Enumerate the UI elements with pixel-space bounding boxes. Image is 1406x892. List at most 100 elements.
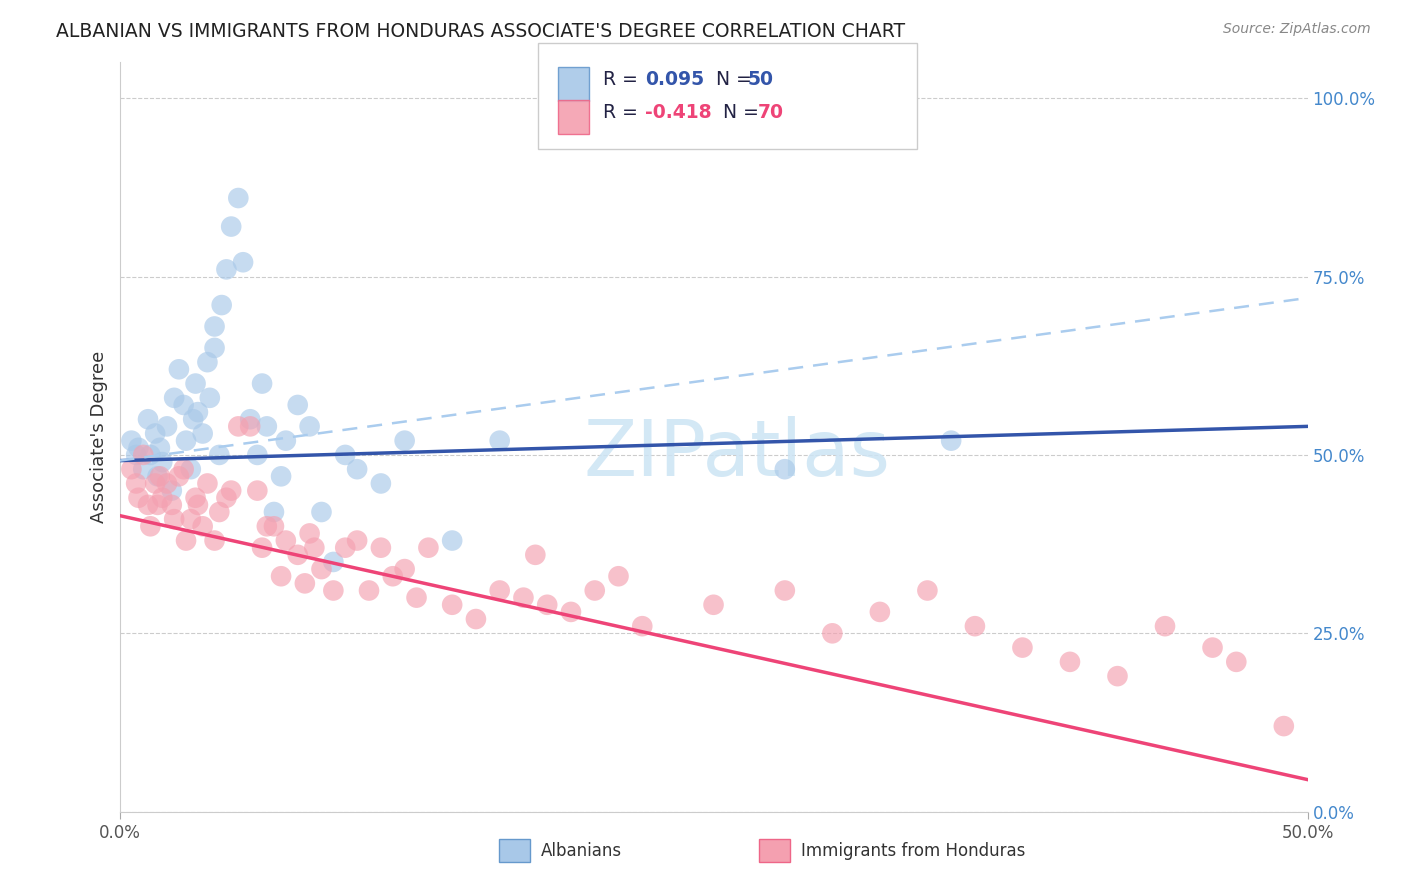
- Point: [180, 462, 202, 476]
- Point: [370, 476, 392, 491]
- Point: [120, 434, 142, 448]
- Point: [287, 398, 309, 412]
- Point: [1154, 619, 1177, 633]
- Point: [346, 462, 368, 476]
- Point: [146, 469, 169, 483]
- Point: [191, 519, 214, 533]
- Point: [270, 569, 292, 583]
- Point: [488, 434, 510, 448]
- Point: [394, 434, 416, 448]
- Text: 0.095: 0.095: [645, 70, 704, 89]
- Point: [146, 498, 169, 512]
- Point: [143, 426, 166, 441]
- Point: [198, 391, 221, 405]
- Point: [405, 591, 427, 605]
- Point: [441, 598, 464, 612]
- Point: [464, 612, 488, 626]
- Text: -0.418: -0.418: [645, 103, 711, 122]
- Point: [1272, 719, 1295, 733]
- Point: [821, 626, 844, 640]
- Point: [256, 519, 278, 533]
- Point: [128, 441, 150, 455]
- Point: [187, 498, 209, 512]
- Point: [149, 441, 172, 455]
- Point: [256, 419, 278, 434]
- Point: [139, 448, 162, 462]
- Point: [773, 583, 796, 598]
- Point: [180, 512, 202, 526]
- Point: [298, 526, 321, 541]
- Point: [150, 455, 173, 469]
- Point: [524, 548, 547, 562]
- Text: Immigrants from Honduras: Immigrants from Honduras: [801, 841, 1026, 860]
- Point: [1201, 640, 1223, 655]
- Point: [304, 541, 326, 555]
- Point: [939, 434, 962, 448]
- Point: [1107, 669, 1129, 683]
- Point: [143, 476, 166, 491]
- Point: [204, 319, 226, 334]
- Point: [173, 462, 195, 476]
- Point: [173, 398, 195, 412]
- Text: R =: R =: [603, 103, 644, 122]
- Point: [488, 583, 510, 598]
- Text: 50: 50: [748, 70, 773, 89]
- Point: [246, 483, 269, 498]
- Point: [128, 491, 150, 505]
- Point: [357, 583, 380, 598]
- Point: [702, 598, 725, 612]
- Point: [181, 412, 204, 426]
- Point: [150, 491, 173, 505]
- Point: [232, 255, 254, 269]
- Point: [184, 376, 207, 391]
- Point: [1059, 655, 1081, 669]
- Text: ZIPatlas: ZIPatlas: [583, 416, 891, 491]
- Point: [560, 605, 582, 619]
- Point: [441, 533, 464, 548]
- Point: [512, 591, 534, 605]
- Point: [136, 412, 159, 426]
- Point: [346, 533, 368, 548]
- Y-axis label: Associate's Degree: Associate's Degree: [90, 351, 108, 524]
- Point: [125, 448, 148, 462]
- Point: [160, 498, 183, 512]
- Point: [187, 405, 209, 419]
- Point: [536, 598, 558, 612]
- Point: [274, 434, 297, 448]
- Point: [773, 462, 796, 476]
- Point: [160, 483, 183, 498]
- Point: [631, 619, 654, 633]
- Point: [263, 519, 285, 533]
- Point: [298, 419, 321, 434]
- Point: [208, 505, 231, 519]
- Point: [219, 219, 242, 234]
- Point: [239, 412, 262, 426]
- Point: [250, 376, 273, 391]
- Point: [156, 476, 179, 491]
- Point: [1011, 640, 1033, 655]
- Point: [167, 469, 190, 483]
- Point: [250, 541, 273, 555]
- Point: [156, 419, 179, 434]
- Point: [370, 541, 392, 555]
- Point: [583, 583, 606, 598]
- Point: [228, 419, 250, 434]
- Point: [917, 583, 939, 598]
- Point: [418, 541, 440, 555]
- Point: [246, 448, 269, 462]
- Point: [335, 448, 357, 462]
- Point: [149, 469, 172, 483]
- Text: N =: N =: [723, 103, 765, 122]
- Point: [287, 548, 309, 562]
- Point: [215, 491, 238, 505]
- Point: [167, 362, 190, 376]
- Point: [322, 555, 344, 569]
- Text: N =: N =: [704, 70, 758, 89]
- Point: [219, 483, 242, 498]
- Point: [294, 576, 316, 591]
- Point: [204, 533, 226, 548]
- Point: [239, 419, 262, 434]
- Point: [120, 462, 142, 476]
- Point: [132, 462, 155, 476]
- Point: [311, 505, 333, 519]
